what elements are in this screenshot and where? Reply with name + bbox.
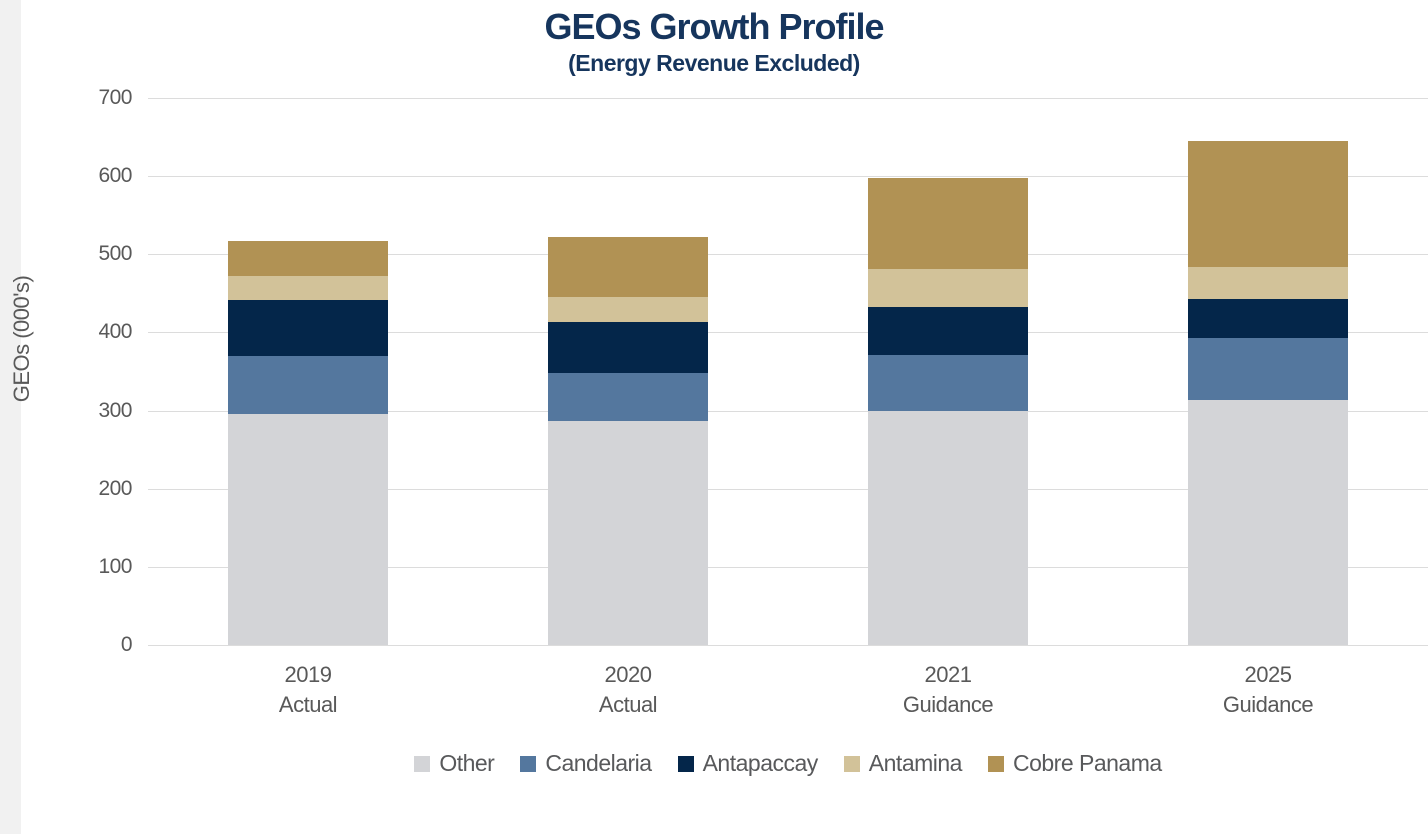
x-tick-label-2021: 2021 Guidance — [788, 660, 1108, 719]
y-tick-label-400: 400 — [98, 320, 132, 344]
bar-segment-antapaccay — [868, 307, 1028, 356]
bar-segment-cobre-panama — [1188, 141, 1348, 267]
legend-label-cobre-panama: Cobre Panama — [1012, 750, 1162, 776]
x-tick-kind: Guidance — [1222, 691, 1314, 717]
gridline-y-300 — [148, 410, 1428, 412]
bar-segment-candelaria — [868, 355, 1028, 411]
legend-swatch-antamina — [843, 755, 860, 772]
bar-2025-guidance — [1188, 141, 1348, 645]
y-tick-label-100: 100 — [98, 554, 132, 578]
bar-segment-antapaccay — [548, 322, 708, 374]
x-tick-year: 2021 — [924, 662, 972, 687]
legend: Other Candelaria Antapaccay Antamina Cobre P… — [148, 750, 1428, 777]
gridline-y-600 — [148, 176, 1428, 178]
gridline-y-0 — [148, 645, 1428, 646]
x-tick-label-2019: 2019 Actual — [148, 660, 468, 719]
plot-area — [148, 98, 1428, 646]
legend-swatch-other — [414, 755, 431, 772]
legend-label-antapaccay: Antapaccay — [702, 750, 819, 776]
chart-title: GEOs Growth Profile — [544, 6, 884, 47]
legend-item-antapaccay: Antapaccay — [677, 750, 819, 777]
bar-segment-candelaria — [548, 373, 708, 421]
gridline-y-700 — [148, 98, 1428, 99]
legend-swatch-cobre-panama — [987, 755, 1004, 772]
y-tick-label-200: 200 — [98, 476, 132, 500]
bar-2020-actual — [548, 237, 708, 645]
bar-segment-antapaccay — [1188, 298, 1348, 338]
gridline-y-400 — [148, 332, 1428, 334]
x-tick-label-2025: 2025 Guidance — [1108, 660, 1428, 719]
x-tick-year: 2025 — [1244, 662, 1292, 687]
bar-segment-other — [1188, 399, 1348, 645]
x-tick-label-2020: 2020 Actual — [468, 660, 788, 719]
legend-item-other: Other — [414, 750, 495, 777]
bar-segment-other — [868, 410, 1028, 645]
bar-segment-other — [548, 420, 708, 645]
bar-segment-antamina — [228, 276, 388, 301]
bar-segment-candelaria — [1188, 337, 1348, 400]
x-tick-kind: Guidance — [902, 691, 994, 717]
y-tick-label-0: 0 — [120, 633, 133, 656]
bar-segment-antamina — [548, 297, 708, 323]
x-tick-year: 2019 — [284, 662, 332, 687]
legend-item-cobre-panama: Cobre Panama — [987, 750, 1162, 777]
legend-swatch-candelaria — [520, 755, 537, 772]
legend-item-antamina: Antamina — [843, 750, 963, 777]
bar-segment-cobre-panama — [548, 237, 708, 298]
bar-segment-antapaccay — [228, 300, 388, 356]
legend-item-candelaria: Candelaria — [520, 750, 652, 777]
legend-swatch-antapaccay — [677, 755, 694, 772]
y-tick-label-700: 700 — [98, 86, 132, 109]
y-tick-label-300: 300 — [98, 398, 132, 422]
x-tick-kind: Actual — [598, 691, 658, 717]
bar-segment-other — [228, 413, 388, 645]
legend-label-candelaria: Candelaria — [545, 750, 652, 776]
legend-label-antamina: Antamina — [868, 750, 963, 776]
bar-2021-guidance — [868, 177, 1028, 645]
bar-segment-antamina — [868, 269, 1028, 308]
bar-segment-cobre-panama — [868, 177, 1028, 270]
bar-2019-actual — [228, 241, 388, 645]
gridline-y-200 — [148, 488, 1428, 490]
bar-segment-antamina — [1188, 266, 1348, 299]
y-tick-label-500: 500 — [98, 242, 132, 266]
gridline-y-500 — [148, 254, 1428, 256]
bar-segment-cobre-panama — [228, 241, 388, 277]
y-tick-label-600: 600 — [98, 164, 132, 188]
gridline-y-100 — [148, 566, 1428, 568]
chart-subtitle: (Energy Revenue Excluded) — [568, 50, 860, 76]
bar-segment-candelaria — [228, 355, 388, 414]
page-left-gutter — [0, 0, 21, 834]
legend-label-other: Other — [439, 750, 495, 776]
x-tick-kind: Actual — [278, 691, 338, 717]
x-tick-year: 2020 — [604, 662, 652, 687]
